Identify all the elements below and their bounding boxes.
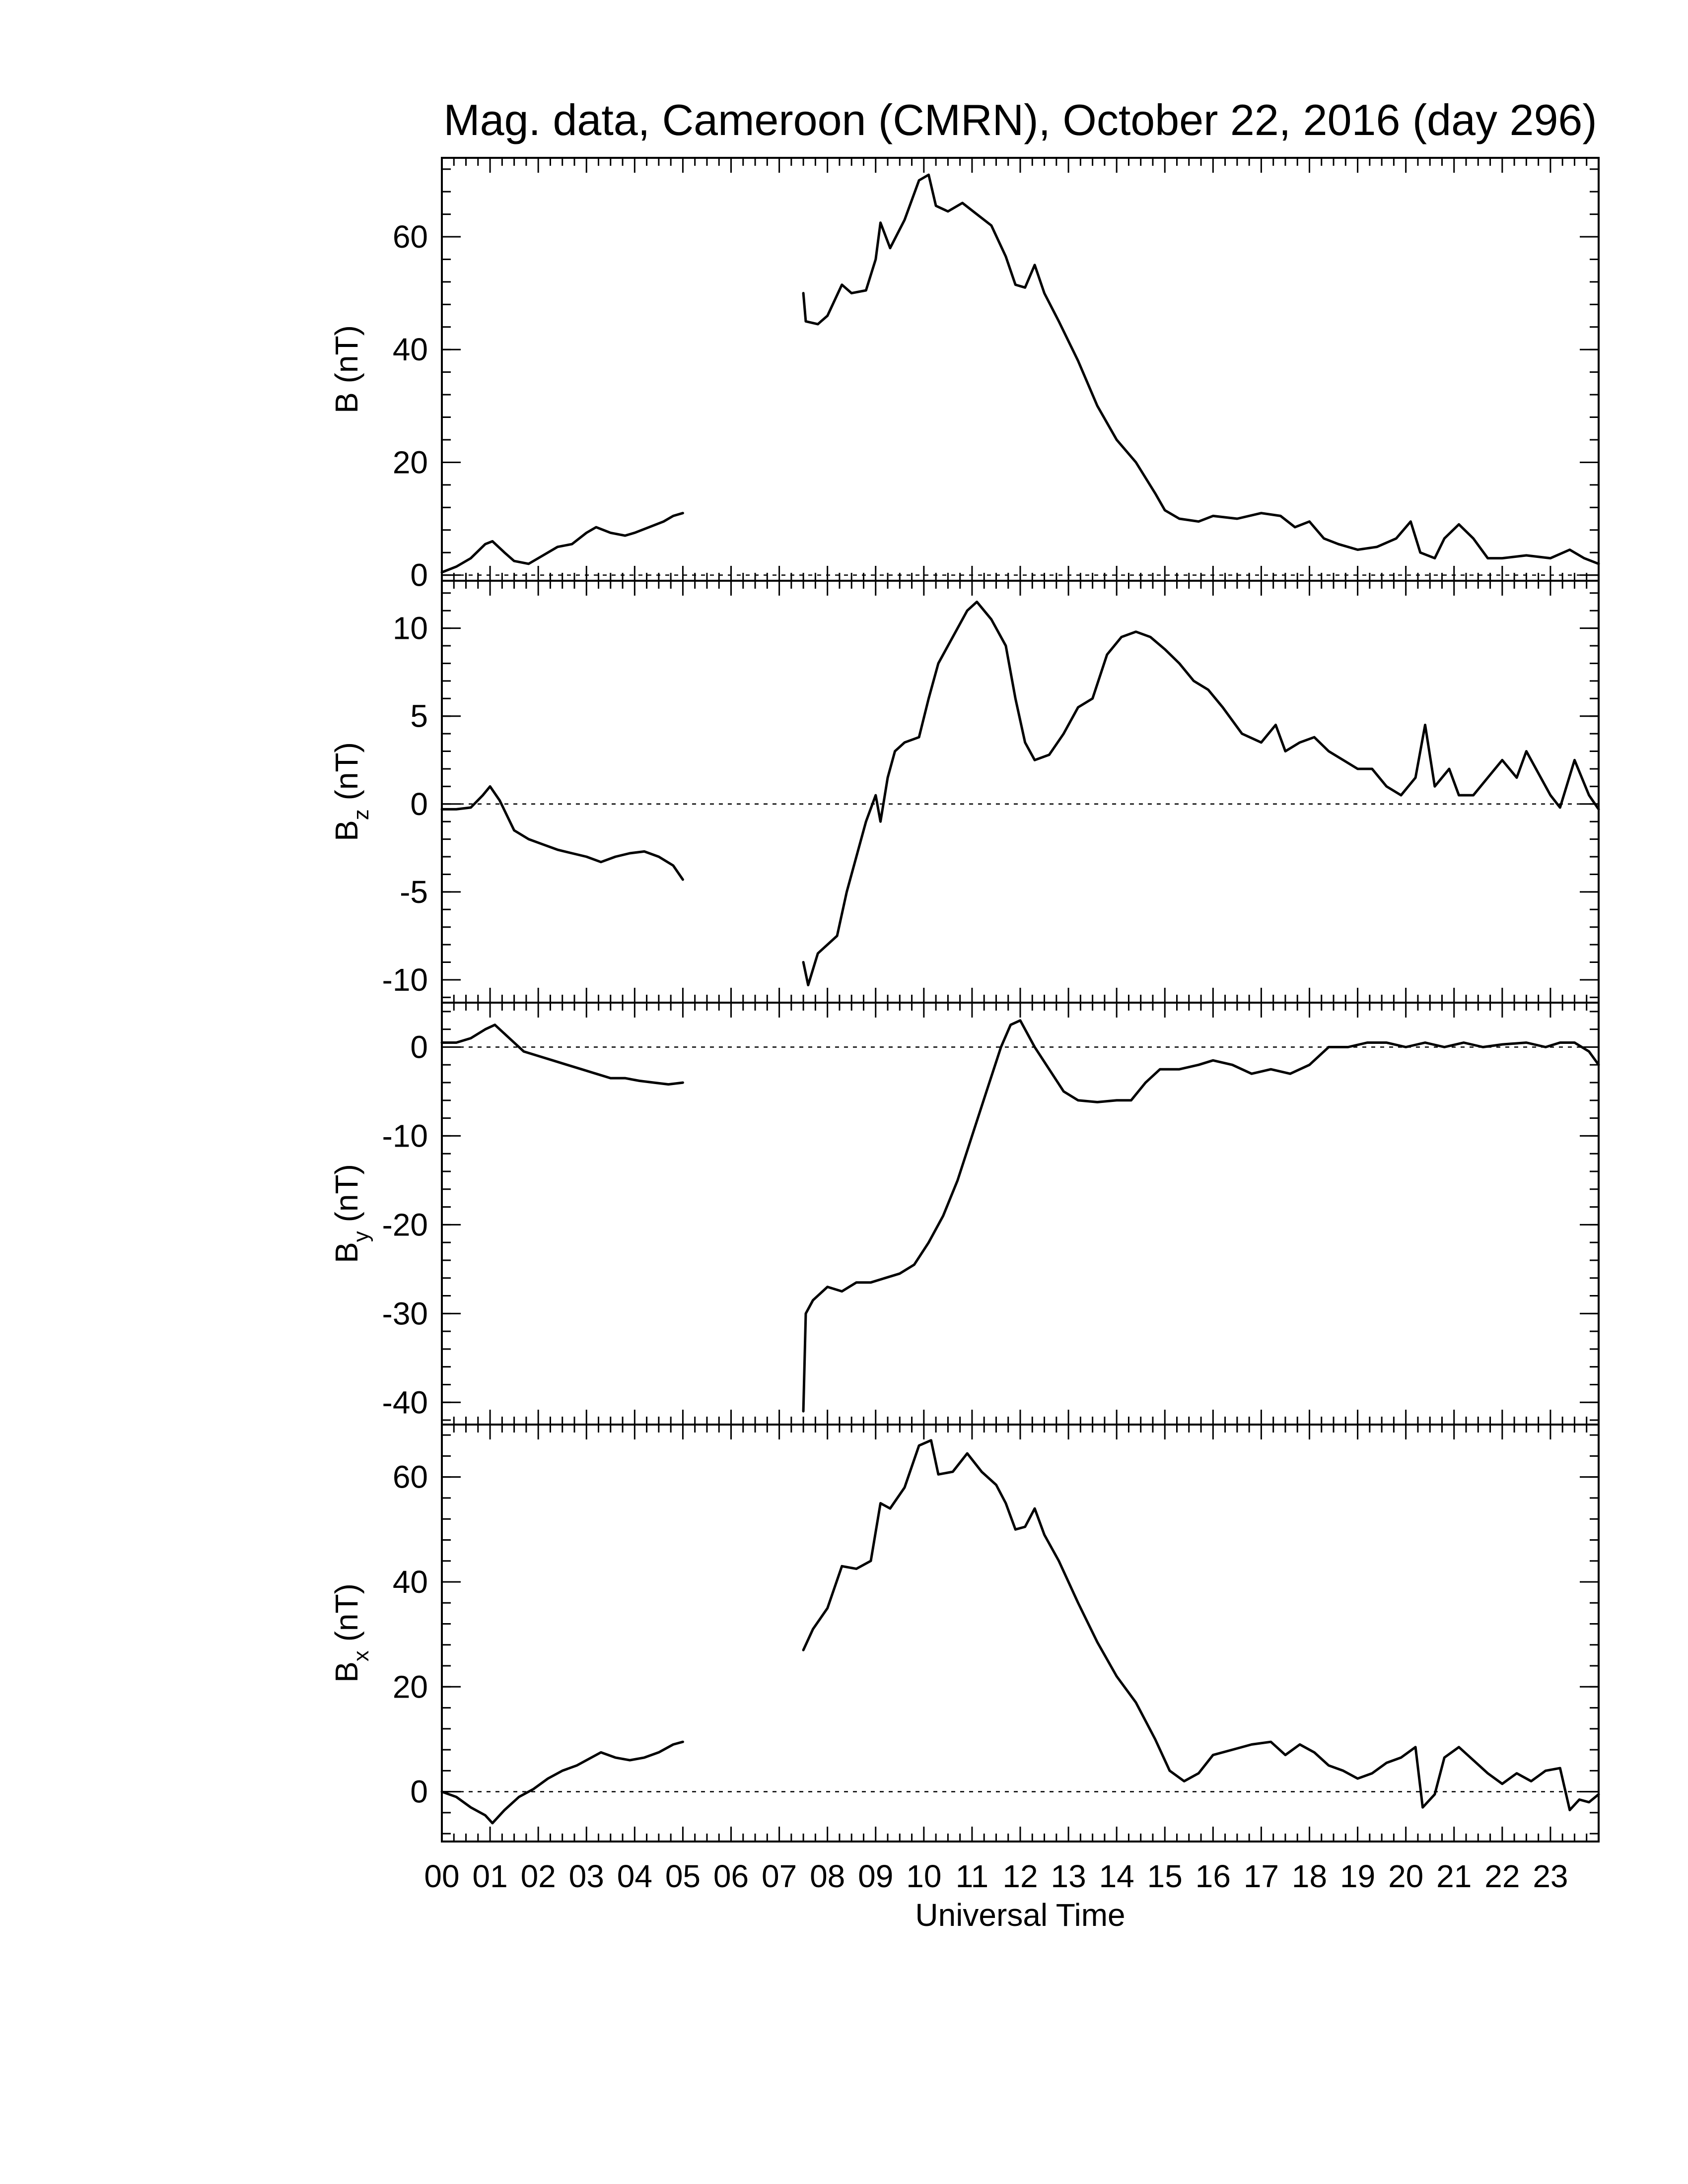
y-tick-label: -10 (382, 962, 428, 998)
x-tick-label: 22 (1484, 1858, 1520, 1894)
x-tick-label: 19 (1340, 1858, 1375, 1894)
y-tick-label: 40 (393, 1564, 428, 1600)
y-axis-label: Bx (nT) (329, 1583, 373, 1683)
x-tick-label: 20 (1388, 1858, 1423, 1894)
y-axis-label-main: B (329, 820, 364, 841)
x-tick-label: 00 (424, 1858, 459, 1894)
y-tick-label: -10 (382, 1118, 428, 1154)
y-axis-label-subscript: y (349, 1231, 373, 1242)
y-tick-label: 20 (393, 444, 428, 480)
y-tick-label: -30 (382, 1296, 428, 1331)
series-line-segment-2 (802, 601, 1600, 987)
x-tick-label: 04 (617, 1858, 652, 1894)
series-line-segment-1 (440, 1024, 684, 1086)
y-tick-label: -40 (382, 1384, 428, 1420)
x-axis-label: Universal Time (915, 1897, 1125, 1933)
y-axis-label-main: B (329, 1242, 364, 1263)
y-axis-label: Bz (nT) (329, 742, 373, 841)
panel-frame (441, 1424, 1600, 1843)
y-tick-label: -20 (382, 1207, 428, 1242)
y-tick-label: 0 (410, 1029, 428, 1065)
y-tick-label: 60 (393, 219, 428, 255)
y-axis-label-unit: (nT) (329, 325, 364, 392)
x-tick-label: 18 (1292, 1858, 1327, 1894)
x-tick-label: 16 (1196, 1858, 1231, 1894)
chart-title: Mag. data, Cameroon (CMRN), October 22, … (443, 95, 1597, 144)
x-tick-label: 12 (1002, 1858, 1038, 1894)
x-axis: 00 01 02 03 04 05 06 07 08 09 10 11 12 13 14 15 16 17 18 19… (424, 1858, 1568, 1894)
series-line-segment-2 (802, 1439, 1600, 1812)
series-line-segment-2 (802, 1019, 1600, 1413)
series-line-segment-1 (440, 1740, 684, 1825)
x-tick-label: 21 (1436, 1858, 1472, 1894)
x-tick-label: 11 (956, 1858, 988, 1894)
x-tick-label: 03 (569, 1858, 604, 1894)
x-tick-label: 07 (762, 1858, 797, 1894)
y-tick-label: 10 (393, 611, 428, 646)
x-tick-label: 23 (1533, 1858, 1568, 1894)
series-line-segment-2 (802, 173, 1600, 565)
panel-3: -40 -30 -20 -10 0 By (nT) (329, 1002, 1600, 1426)
y-tick-label: 0 (410, 1774, 428, 1810)
y-tick-label: 5 (410, 698, 428, 734)
x-tick-label: 05 (665, 1858, 701, 1894)
y-axis-label-subscript: x (349, 1650, 373, 1661)
x-tick-label: 06 (713, 1858, 749, 1894)
y-tick-label: 0 (410, 786, 428, 822)
y-tick-label: 40 (393, 332, 428, 367)
x-tick-label: 10 (906, 1858, 941, 1894)
x-tick-label: 01 (472, 1858, 507, 1894)
y-tick-label: -5 (400, 874, 428, 910)
y-axis-label-unit: (nT) (329, 1164, 364, 1231)
x-tick-label: 02 (521, 1858, 556, 1894)
y-axis-label-main: B (329, 1661, 364, 1683)
series-line-segment-1 (440, 785, 684, 881)
y-tick-label: 20 (393, 1669, 428, 1705)
y-axis-label: By (nT) (329, 1164, 373, 1263)
y-axis-label-main: B (329, 392, 364, 413)
panel-2: -10 -5 0 5 10 Bz (nT) (329, 580, 1600, 1004)
x-tick-label: 09 (858, 1858, 893, 1894)
x-tick-label: 17 (1244, 1858, 1279, 1894)
y-axis-label-unit: (nT) (329, 742, 364, 809)
y-tick-label: 0 (410, 557, 428, 593)
y-axis-label-unit: (nT) (329, 1583, 364, 1650)
y-axis-label-subscript: z (349, 809, 373, 820)
x-tick-label: 14 (1099, 1858, 1134, 1894)
x-tick-label: 08 (810, 1858, 845, 1894)
panel-4: 0 20 40 60 Bx (nT) (329, 1424, 1600, 1843)
x-tick-label: 15 (1147, 1858, 1183, 1894)
panel-1: 0 20 40 60 B (nT) (329, 157, 1600, 593)
x-tick-label: 13 (1051, 1858, 1086, 1894)
y-axis-label: B (nT) (329, 325, 364, 413)
chart-panels: 0 20 40 60 B (nT) -10 -5 0 5 10 Bz (nT) -40 -30 -20 -1… (329, 157, 1600, 1843)
y-tick-label: 60 (393, 1459, 428, 1495)
series-line-segment-1 (440, 512, 684, 574)
